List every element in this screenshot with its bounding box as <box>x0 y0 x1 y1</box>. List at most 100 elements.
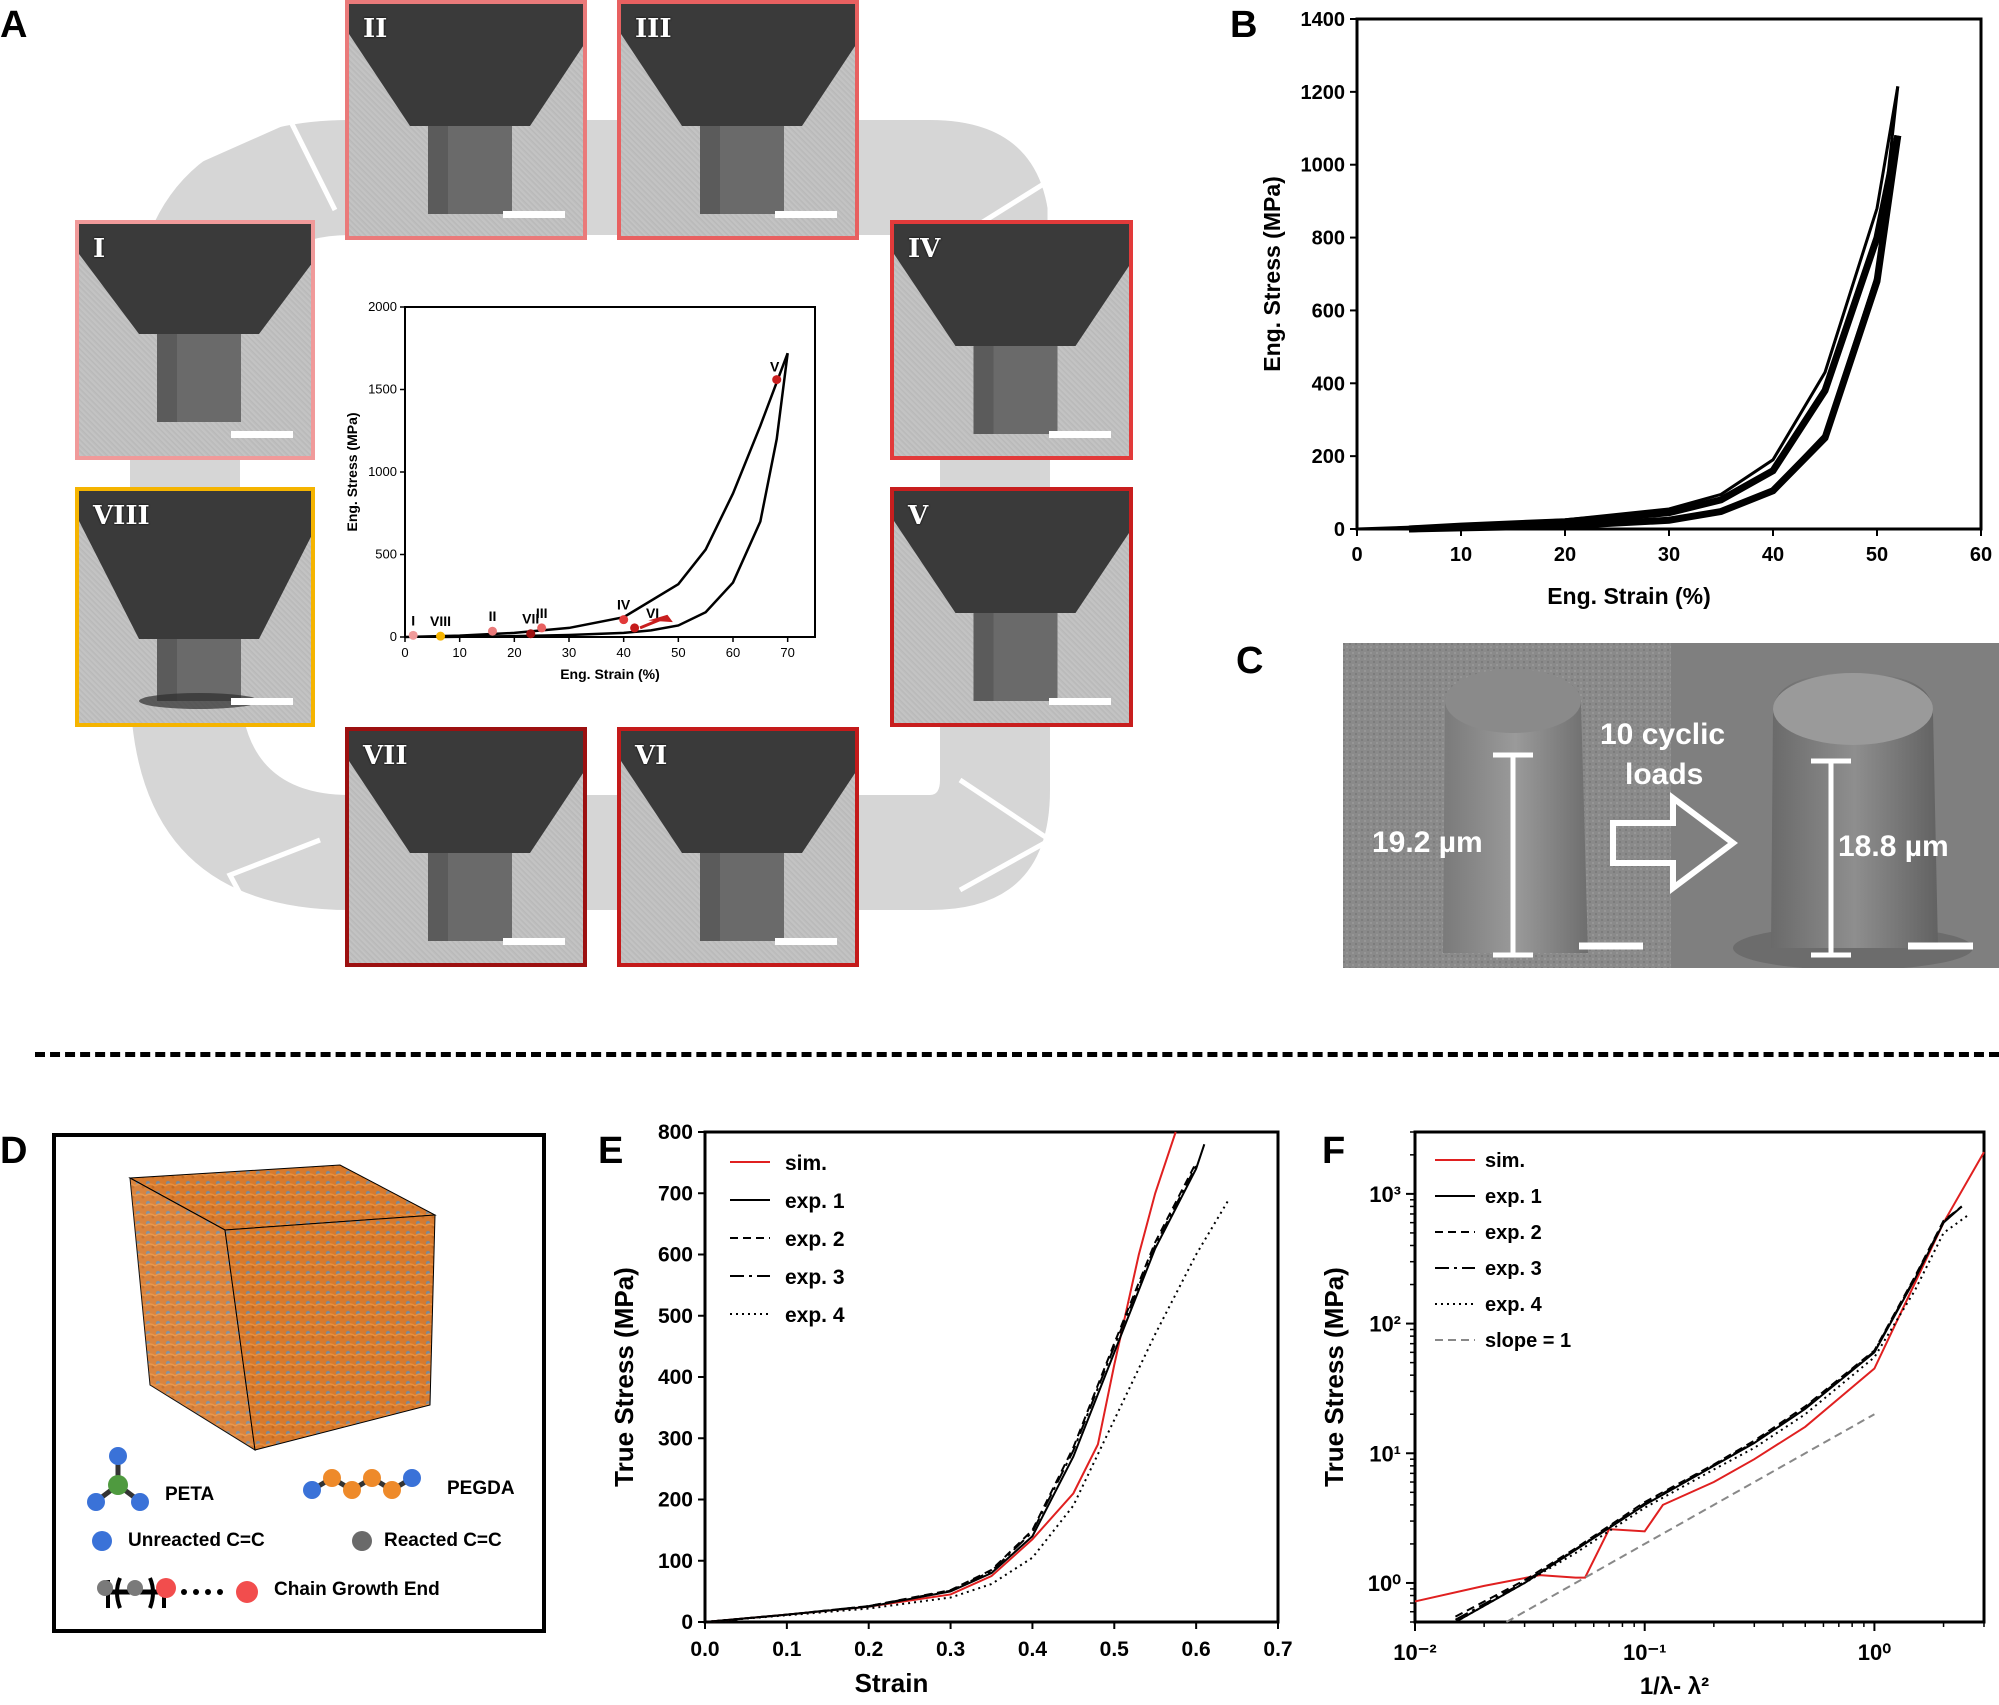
legend-label: exp. 2 <box>1485 1222 1542 1244</box>
chain-end-label: Chain Growth End <box>274 1579 440 1600</box>
x-tick-label: 40 <box>616 645 630 660</box>
molecule-legend-glyphs <box>87 1447 421 1609</box>
y-tick-label: 2000 <box>368 299 397 314</box>
legend-label: exp. 3 <box>1485 1258 1542 1280</box>
series-sim- <box>1414 1151 1985 1603</box>
series-exp-1 <box>704 1143 1206 1623</box>
series-subsequent-loading <box>1408 134 1902 533</box>
scale-bar <box>775 211 837 218</box>
unreacted-bead-icon <box>92 1531 112 1551</box>
panel-label-c: C <box>1236 640 1264 682</box>
x-tick-label: 50 <box>1866 544 1888 566</box>
legend-label: exp. 4 <box>785 1304 845 1327</box>
x-tick-label: 50 <box>671 645 685 660</box>
height-after-label: 18.8 µm <box>1838 830 1949 863</box>
x-tick-label: 20 <box>1554 544 1576 566</box>
molecular-model-box <box>52 1133 546 1633</box>
x-tick-label: 0.1 <box>772 1638 802 1661</box>
sem-frame-label: VIII <box>93 501 150 531</box>
y-tick-label: 1000 <box>1301 155 1346 177</box>
y-tick-label: 10¹ <box>1369 1441 1401 1466</box>
stage-point-vi <box>630 623 640 633</box>
polymer-network-cube <box>128 1164 437 1451</box>
scale-bar <box>1049 431 1111 438</box>
sem-frame-label: VII <box>363 741 408 771</box>
panel-label-d: D <box>0 1130 28 1172</box>
sem-frame-label: II <box>363 14 388 44</box>
y-tick-label: 10⁰ <box>1368 1571 1401 1596</box>
x-tick-label: 0.0 <box>690 1638 719 1661</box>
series-slope-1 <box>1505 1413 1875 1623</box>
x-axis-label: Eng. Strain (%) <box>1547 583 1711 609</box>
sem-frame-vii: VII <box>345 727 587 967</box>
section-divider <box>35 1052 1999 1057</box>
x-tick-label: 10⁰ <box>1858 1640 1891 1665</box>
peta-molecule-icon <box>87 1447 149 1511</box>
y-tick-label: 10² <box>1369 1312 1401 1337</box>
sem-frame-iv: IV <box>890 220 1133 460</box>
y-tick-label: 800 <box>658 1121 693 1144</box>
indenter-and-pillar-graphic <box>621 4 855 214</box>
stage-point-label: VI <box>646 605 659 621</box>
series-loading <box>404 352 789 639</box>
sem-frame-label: V <box>908 501 929 531</box>
x-tick-label: 0 <box>1351 544 1362 566</box>
y-tick-label: 200 <box>658 1489 693 1512</box>
x-tick-label: 70 <box>780 645 794 660</box>
x-tick-label: 0.7 <box>1263 1638 1292 1661</box>
sem-frame-ii: II <box>345 0 587 240</box>
y-tick-label: 0 <box>1334 519 1345 541</box>
stage-point-label: IV <box>617 597 631 613</box>
y-tick-label: 300 <box>658 1427 693 1450</box>
x-tick-label: 10 <box>452 645 466 660</box>
x-tick-label: 30 <box>562 645 576 660</box>
series-subsequent-unloading <box>1408 135 1902 533</box>
stage-point-v <box>772 375 782 385</box>
indenter-and-pillar-graphic <box>621 731 855 941</box>
y-tick-label: 600 <box>1312 300 1345 322</box>
legend-label: exp. 4 <box>1485 1294 1543 1316</box>
sem-frame-vi: VI <box>617 727 859 967</box>
y-tick-label: 10³ <box>1369 1182 1401 1207</box>
stage-point-iv <box>619 615 629 625</box>
reacted-label: Reacted C=C <box>384 1530 502 1551</box>
sem-frame-label: I <box>93 234 106 264</box>
y-tick-label: 1000 <box>368 464 397 479</box>
y-axis-label: True Stress (MPa) <box>1319 1267 1349 1487</box>
indenter-and-pillar-graphic <box>79 491 311 709</box>
y-axis-label: Eng. Stress (MPa) <box>1259 176 1285 372</box>
x-axis-label: 1/λ- λ² <box>1640 1673 1709 1700</box>
unreacted-label: Unreacted C=C <box>128 1530 265 1551</box>
reacted-bead-icon <box>352 1531 372 1551</box>
x-tick-label: 10 <box>1450 544 1472 566</box>
x-axis-label: Strain <box>855 1668 929 1698</box>
legend-label: sim. <box>785 1152 827 1175</box>
series-first-loading <box>1356 86 1900 531</box>
y-tick-label: 100 <box>658 1550 693 1573</box>
series-exp-3 <box>1454 1205 1963 1621</box>
stage-point-label: VII <box>522 611 539 627</box>
cyclic-loads-label-line2: loads <box>1625 758 1704 791</box>
panel-label-a: A <box>0 4 28 46</box>
y-tick-label: 400 <box>1312 373 1345 395</box>
stage-point-label: III <box>536 605 548 621</box>
pegda-molecule-icon <box>303 1469 421 1499</box>
y-axis-label: True Stress (MPa) <box>609 1267 639 1487</box>
plot-frame <box>1355 17 1983 531</box>
x-tick-label: 60 <box>726 645 740 660</box>
legend-label: exp. 1 <box>785 1190 845 1213</box>
series-exp-4 <box>704 1198 1230 1623</box>
indenter-and-pillar-graphic <box>894 224 1129 434</box>
series-exp-3 <box>704 1165 1198 1623</box>
x-tick-label: 0.6 <box>1182 1638 1211 1661</box>
plot-frame <box>404 306 816 638</box>
panel-label-b: B <box>1230 4 1258 46</box>
plot-frame <box>1413 1130 1986 1624</box>
peta-label: PETA <box>165 1484 215 1505</box>
scale-bar <box>503 938 565 945</box>
y-tick-label: 1500 <box>368 382 397 397</box>
scale-bar <box>775 938 837 945</box>
legend-label: exp. 3 <box>785 1266 845 1289</box>
y-tick-label: 1400 <box>1301 9 1346 31</box>
y-tick-label: 400 <box>658 1366 693 1389</box>
